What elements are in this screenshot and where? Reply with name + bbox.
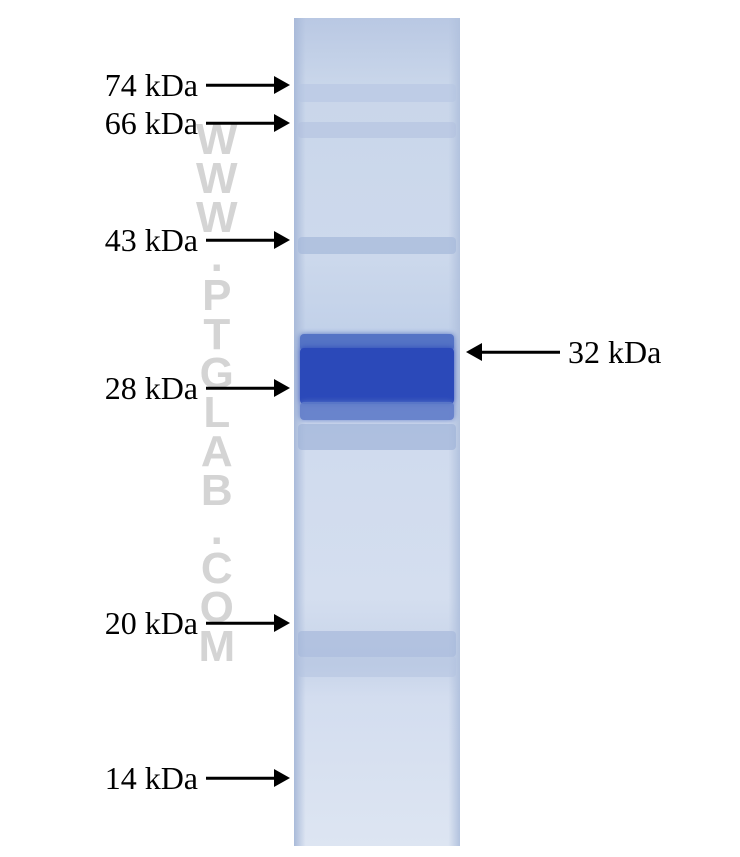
arrow-right-icon	[206, 122, 290, 124]
watermark-char: A	[196, 432, 240, 471]
arrow-right-icon	[206, 387, 290, 389]
watermark-char: B	[196, 471, 240, 510]
marker-left: 28 kDa	[0, 368, 198, 408]
watermark-char: C	[196, 549, 240, 588]
marker-left: 14 kDa	[0, 758, 198, 798]
watermark-char: .	[196, 237, 240, 276]
watermark-char: L	[196, 393, 240, 432]
band-faint-20kda-b	[298, 656, 456, 678]
band-main-32kda	[300, 348, 454, 404]
marker-label-text: 14 kDa	[105, 760, 198, 797]
band-faint-66kda	[298, 122, 456, 139]
watermark-char: W	[196, 159, 240, 198]
marker-left: 74 kDa	[0, 65, 198, 105]
marker-label-text: 28 kDa	[105, 370, 198, 407]
watermark-char: W	[196, 120, 240, 159]
marker-label-text: 20 kDa	[105, 605, 198, 642]
watermark-char: .	[196, 510, 240, 549]
gel-lane	[294, 18, 460, 846]
arrow-right-icon	[206, 622, 290, 624]
marker-right: 32 kDa	[568, 332, 661, 372]
band-faint-43kda	[298, 237, 456, 254]
marker-label-text: 74 kDa	[105, 67, 198, 104]
band-faint-below28	[298, 424, 456, 450]
arrow-left-icon	[466, 351, 560, 353]
watermark: WWW.PTGLAB.COM	[196, 120, 240, 666]
gel-figure: WWW.PTGLAB.COM 74 kDa66 kDa 43 kDa 28 kDa 2…	[0, 0, 740, 857]
arrow-right-icon	[206, 239, 290, 241]
arrow-right-icon	[206, 84, 290, 86]
marker-left: 20 kDa	[0, 603, 198, 643]
band-faint-74kda	[298, 84, 456, 102]
arrow-right-icon	[206, 777, 290, 779]
marker-label-text: 43 kDa	[105, 222, 198, 259]
watermark-char: T	[196, 315, 240, 354]
marker-label-text: 66 kDa	[105, 105, 198, 142]
watermark-char: W	[196, 198, 240, 237]
marker-left: 43 kDa	[0, 220, 198, 260]
band-faint-20kda-a	[298, 631, 456, 657]
marker-label-text: 32 kDa	[568, 334, 661, 371]
band-main-32-lower	[300, 402, 454, 420]
marker-left: 66 kDa	[0, 103, 198, 143]
watermark-char: M	[196, 627, 240, 666]
watermark-char: P	[196, 276, 240, 315]
